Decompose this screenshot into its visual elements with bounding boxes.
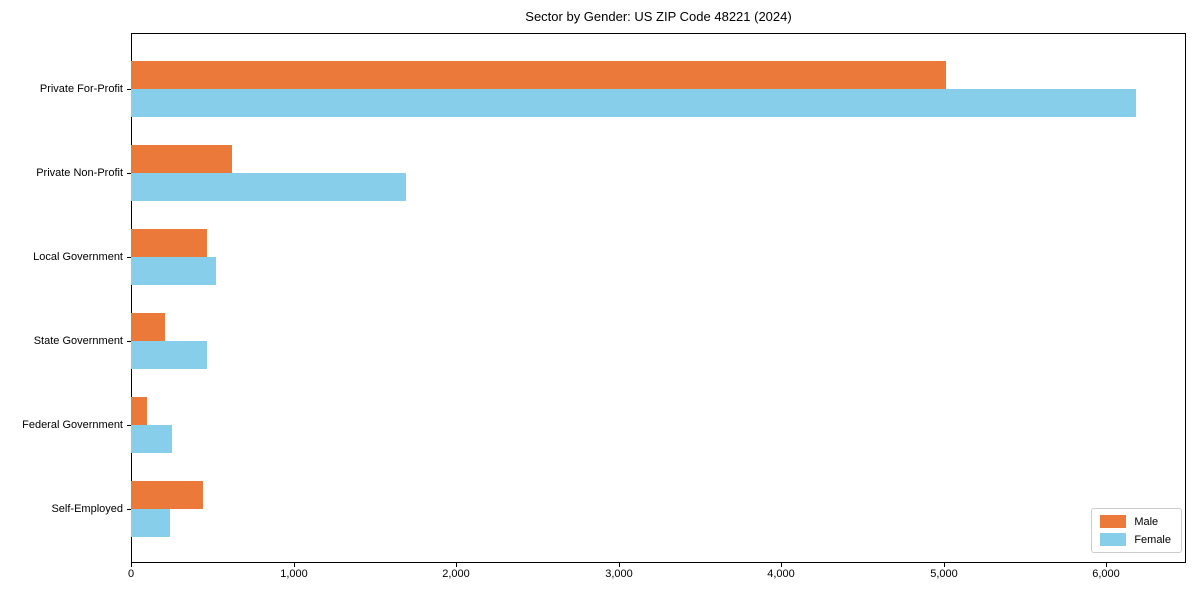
y-tick-label: Federal Government	[22, 419, 123, 431]
bar-female-5	[131, 425, 172, 453]
x-tick-label: 2,000	[442, 568, 470, 580]
y-tick-mark	[127, 341, 131, 342]
legend-label-male: Male	[1134, 515, 1159, 528]
x-tick-mark	[619, 563, 620, 567]
bar-female-3	[131, 257, 216, 285]
bar-female-1	[131, 89, 1136, 117]
male-series-swatch	[1100, 515, 1127, 528]
x-tick-label: 3,000	[605, 568, 633, 580]
x-tick-label: 6,000	[1092, 568, 1120, 580]
x-tick-mark	[294, 563, 295, 567]
y-tick-mark	[127, 89, 131, 90]
bar-female-2	[131, 173, 406, 201]
bar-male-4	[131, 313, 165, 341]
y-tick-mark	[127, 173, 131, 174]
y-tick-label: Private Non-Profit	[36, 167, 123, 179]
x-tick-mark	[456, 563, 457, 567]
legend-label-female: Female	[1134, 533, 1171, 546]
x-tick-label: 1,000	[280, 568, 308, 580]
chart-title: Sector by Gender: US ZIP Code 48221 (202…	[525, 9, 792, 24]
female-series-swatch	[1100, 533, 1127, 546]
x-tick-label: 0	[127, 568, 135, 580]
bar-female-6	[131, 509, 170, 537]
x-tick-label: 5,000	[930, 568, 958, 580]
bar-male-6	[131, 481, 203, 509]
x-tick-mark	[781, 563, 782, 567]
legend-item-male: Male	[1100, 515, 1171, 528]
bar-female-4	[131, 341, 207, 369]
x-tick-mark	[1106, 563, 1107, 567]
legend: Male Female	[1091, 508, 1182, 553]
bar-male-1	[131, 61, 946, 89]
y-tick-label: Private For-Profit	[39, 83, 123, 95]
bar-male-5	[131, 397, 147, 425]
y-tick-mark	[127, 425, 131, 426]
x-tick-label: 4,000	[767, 568, 795, 580]
y-tick-mark	[127, 257, 131, 258]
bar-male-3	[131, 229, 207, 257]
y-tick-label: Local Government	[33, 251, 123, 263]
y-tick-label: State Government	[33, 335, 123, 347]
x-tick-mark	[131, 563, 132, 567]
legend-item-female: Female	[1100, 533, 1171, 546]
bar-male-2	[131, 145, 232, 173]
x-tick-mark	[944, 563, 945, 567]
plot-area	[131, 33, 1186, 563]
y-tick-mark	[127, 509, 131, 510]
y-tick-label: Self-Employed	[51, 503, 123, 515]
